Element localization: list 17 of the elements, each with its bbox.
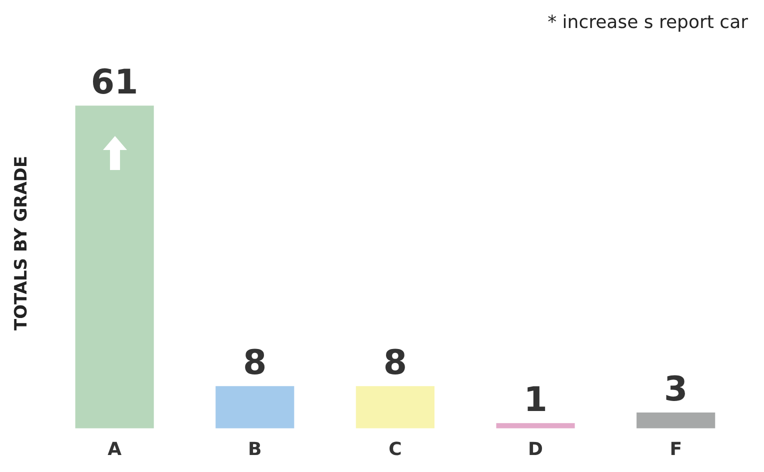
bar — [216, 386, 294, 428]
bar — [356, 386, 434, 428]
text: * increase s report car — [548, 12, 748, 33]
data-label: 3 — [664, 369, 688, 410]
x-tick-label: A — [108, 438, 122, 460]
data-label: 61 — [90, 62, 138, 102]
data-label: 8 — [243, 342, 267, 383]
y-axis-title: TOTALS BY GRADE — [12, 156, 32, 331]
x-tick-label: F — [670, 438, 682, 460]
bar — [496, 423, 575, 428]
data-label: 8 — [383, 342, 408, 383]
x-tick-label: B — [248, 438, 262, 460]
x-tick-label: C — [388, 438, 402, 460]
bar — [75, 106, 154, 428]
bar — [636, 412, 716, 428]
data-label: 1 — [524, 380, 548, 420]
x-tick-label: D — [528, 438, 543, 460]
